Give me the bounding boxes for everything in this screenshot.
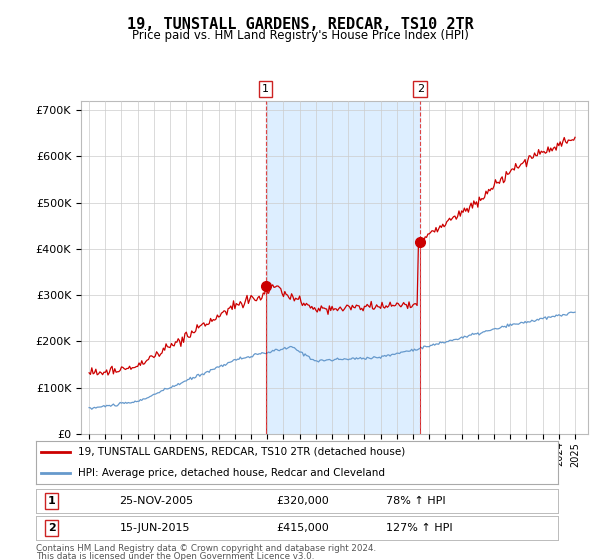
Text: £320,000: £320,000	[276, 496, 329, 506]
Text: 127% ↑ HPI: 127% ↑ HPI	[386, 523, 452, 533]
Text: 19, TUNSTALL GARDENS, REDCAR, TS10 2TR: 19, TUNSTALL GARDENS, REDCAR, TS10 2TR	[127, 17, 473, 32]
Text: Contains HM Land Registry data © Crown copyright and database right 2024.: Contains HM Land Registry data © Crown c…	[36, 544, 376, 553]
Text: Price paid vs. HM Land Registry's House Price Index (HPI): Price paid vs. HM Land Registry's House …	[131, 29, 469, 42]
Text: 15-JUN-2015: 15-JUN-2015	[119, 523, 190, 533]
Text: This data is licensed under the Open Government Licence v3.0.: This data is licensed under the Open Gov…	[36, 552, 314, 560]
Bar	[266, 101, 421, 434]
Text: 1: 1	[262, 84, 269, 94]
Text: 2: 2	[48, 523, 56, 533]
Text: £415,000: £415,000	[276, 523, 329, 533]
Text: 78% ↑ HPI: 78% ↑ HPI	[386, 496, 445, 506]
Text: 25-NOV-2005: 25-NOV-2005	[119, 496, 194, 506]
Text: HPI: Average price, detached house, Redcar and Cleveland: HPI: Average price, detached house, Redc…	[78, 469, 385, 478]
Text: 1: 1	[48, 496, 56, 506]
Text: 2: 2	[417, 84, 424, 94]
Text: 19, TUNSTALL GARDENS, REDCAR, TS10 2TR (detached house): 19, TUNSTALL GARDENS, REDCAR, TS10 2TR (…	[78, 447, 405, 456]
